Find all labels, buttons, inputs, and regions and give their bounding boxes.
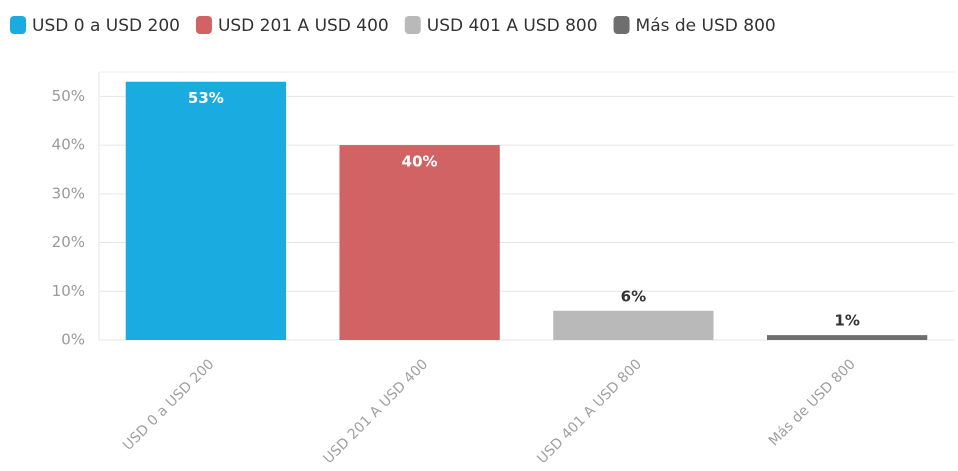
legend-swatch: [195, 16, 212, 34]
bar: [125, 81, 287, 340]
legend-label: USD 401 A USD 800: [427, 16, 598, 36]
legend-swatch: [10, 16, 26, 34]
value-label: 6%: [621, 287, 646, 305]
x-tick-label: USD 0 a USD 200: [120, 356, 217, 453]
legend-label: USD 201 A USD 400: [218, 16, 389, 36]
y-tick-label: 30%: [52, 184, 85, 202]
bar: [553, 310, 714, 340]
y-tick-label: 10%: [52, 282, 85, 300]
value-label: 53%: [188, 89, 224, 107]
y-tick-label: 20%: [52, 233, 85, 251]
bar: [339, 145, 500, 340]
legend-label: USD 0 a USD 200: [32, 16, 180, 36]
y-tick-label: 40%: [52, 136, 85, 154]
y-tick-label: 0%: [61, 331, 85, 349]
legend-swatch: [404, 16, 421, 34]
y-tick-label: 50%: [52, 87, 85, 105]
x-tick-label: USD 401 A USD 800: [534, 356, 645, 467]
legend-swatch: [613, 16, 630, 34]
bar: [766, 335, 928, 340]
value-label: 40%: [402, 153, 438, 171]
value-label: 1%: [834, 312, 859, 330]
x-tick-label: Más de USD 800: [766, 356, 859, 449]
x-tick-label: USD 201 A USD 400: [321, 356, 432, 467]
legend-label: Más de USD 800: [636, 16, 776, 36]
